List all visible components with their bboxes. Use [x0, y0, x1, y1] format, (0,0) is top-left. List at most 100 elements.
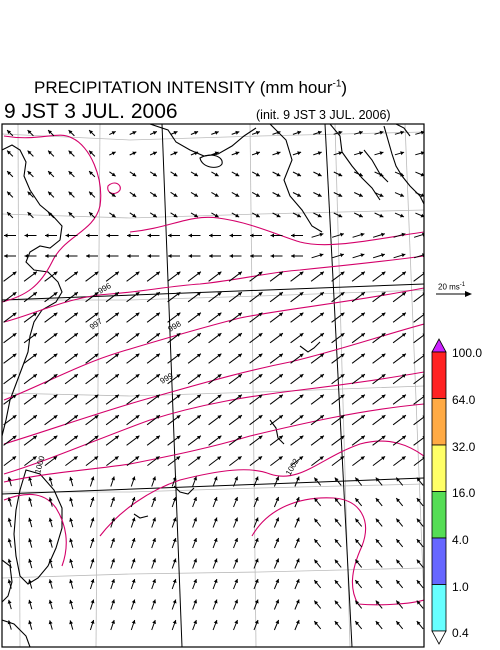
- wind-arrow: [110, 578, 115, 590]
- wind-arrow: [272, 151, 281, 156]
- wind-arrow: [27, 211, 34, 219]
- wind-arrow: [229, 456, 242, 466]
- wind-arrow: [333, 171, 343, 177]
- wind-arrow: [146, 332, 161, 344]
- wind-arrow: [253, 476, 259, 487]
- wind-arrow: [44, 435, 58, 446]
- wind-arrow: [374, 212, 384, 218]
- wind-arrow: [212, 558, 218, 569]
- wind-arrow: [375, 497, 383, 507]
- wind-arrow: [310, 332, 325, 344]
- wind-arrow: [228, 353, 243, 364]
- colorbar-segment: [431, 398, 447, 446]
- wind-arrow: [28, 558, 33, 569]
- wind-arrow: [24, 254, 37, 258]
- wind-arrow: [354, 518, 363, 527]
- wind-arrow: [127, 254, 139, 258]
- wind-arrow: [105, 373, 120, 385]
- wind-arrow: [7, 579, 12, 589]
- wind-arrow: [28, 579, 33, 589]
- wind-arrow: [392, 373, 407, 385]
- domain-grid-lines: [1, 123, 425, 648]
- wind-arrow: [331, 435, 345, 446]
- wind-arrow: [190, 191, 199, 198]
- wind-arrow: [85, 394, 99, 405]
- wind-arrow: [290, 456, 304, 466]
- wind-arrow: [126, 435, 140, 446]
- wind-arrow: [270, 233, 283, 238]
- wind-arrow: [313, 212, 322, 218]
- wind-arrow: [253, 558, 259, 569]
- wind-arrow: [24, 456, 37, 466]
- wind-arrow: [85, 456, 99, 466]
- wind-arrow: [44, 394, 58, 405]
- wind-arrow: [88, 191, 96, 198]
- wind-arrow: [273, 517, 280, 528]
- wind-arrow: [3, 456, 17, 466]
- wind-arrow: [313, 130, 322, 135]
- wind-arrow: [392, 435, 407, 446]
- wind-arrow: [3, 332, 17, 344]
- wind-arrow: [27, 150, 34, 157]
- wind-arrow: [375, 538, 383, 548]
- wind-arrow: [126, 414, 140, 426]
- wind-arrow: [64, 271, 79, 282]
- wind-arrow: [392, 353, 407, 364]
- wind-arrow: [290, 291, 304, 303]
- colorbar-underflow-triangle: [431, 630, 447, 645]
- wind-arrow: [167, 435, 181, 446]
- wind-arrow: [89, 619, 95, 631]
- wind-arrow: [269, 414, 284, 426]
- wind-arrow: [292, 212, 302, 218]
- wind-arrow: [48, 538, 53, 548]
- wind-arrow: [64, 291, 79, 303]
- wind-arrow: [310, 414, 325, 426]
- wind-arrow: [294, 599, 300, 610]
- wind-arrow: [48, 599, 53, 610]
- wind-arrow: [146, 373, 161, 385]
- wind-arrow: [375, 620, 383, 630]
- wind-arrow: [109, 212, 116, 218]
- wind-arrow: [23, 332, 38, 344]
- wind-arrow: [170, 171, 178, 177]
- wind-arrow: [392, 332, 407, 344]
- wind-arrow: [188, 254, 201, 258]
- wind-arrow: [208, 435, 222, 446]
- wind-arrow: [372, 291, 386, 303]
- wind-arrow: [151, 496, 156, 508]
- wind-arrow: [89, 496, 95, 508]
- wind-arrow: [231, 171, 240, 177]
- wind-arrow: [249, 394, 263, 405]
- wind-arrow: [313, 477, 322, 486]
- colorbar-segment: [431, 537, 447, 585]
- wind-arrow: [310, 394, 325, 405]
- wind-arrow: [354, 497, 363, 507]
- wind-arrow: [253, 496, 259, 508]
- wind-arrow: [253, 537, 259, 549]
- wind-arrow: [109, 191, 116, 198]
- wind-arrow: [212, 496, 218, 508]
- wind-arrow: [351, 271, 366, 282]
- wind-arrow: [228, 373, 243, 385]
- wind-arrow: [89, 578, 95, 590]
- wind-arrow: [211, 151, 219, 156]
- wind-arrow: [249, 435, 263, 446]
- wind-arrow: [269, 291, 284, 303]
- wind-arrow: [269, 373, 284, 385]
- wind-arrow: [187, 394, 202, 405]
- wind-arrow: [392, 394, 407, 405]
- wind-arrow: [105, 291, 120, 303]
- wind-arrow: [188, 233, 201, 238]
- wind-arrow: [105, 353, 120, 364]
- wind-arrow: [187, 271, 202, 282]
- wind-arrow: [187, 373, 202, 385]
- wind-arrow: [208, 456, 222, 466]
- wind-arrow: [273, 599, 280, 610]
- wind-arrow: [233, 496, 238, 508]
- wind-arrow: [129, 151, 137, 156]
- wind-arrow: [273, 496, 280, 508]
- wind-arrow: [249, 291, 263, 303]
- wind-arrow: [272, 130, 281, 135]
- wind-arrow: [167, 312, 181, 323]
- wind-arrow: [313, 579, 322, 589]
